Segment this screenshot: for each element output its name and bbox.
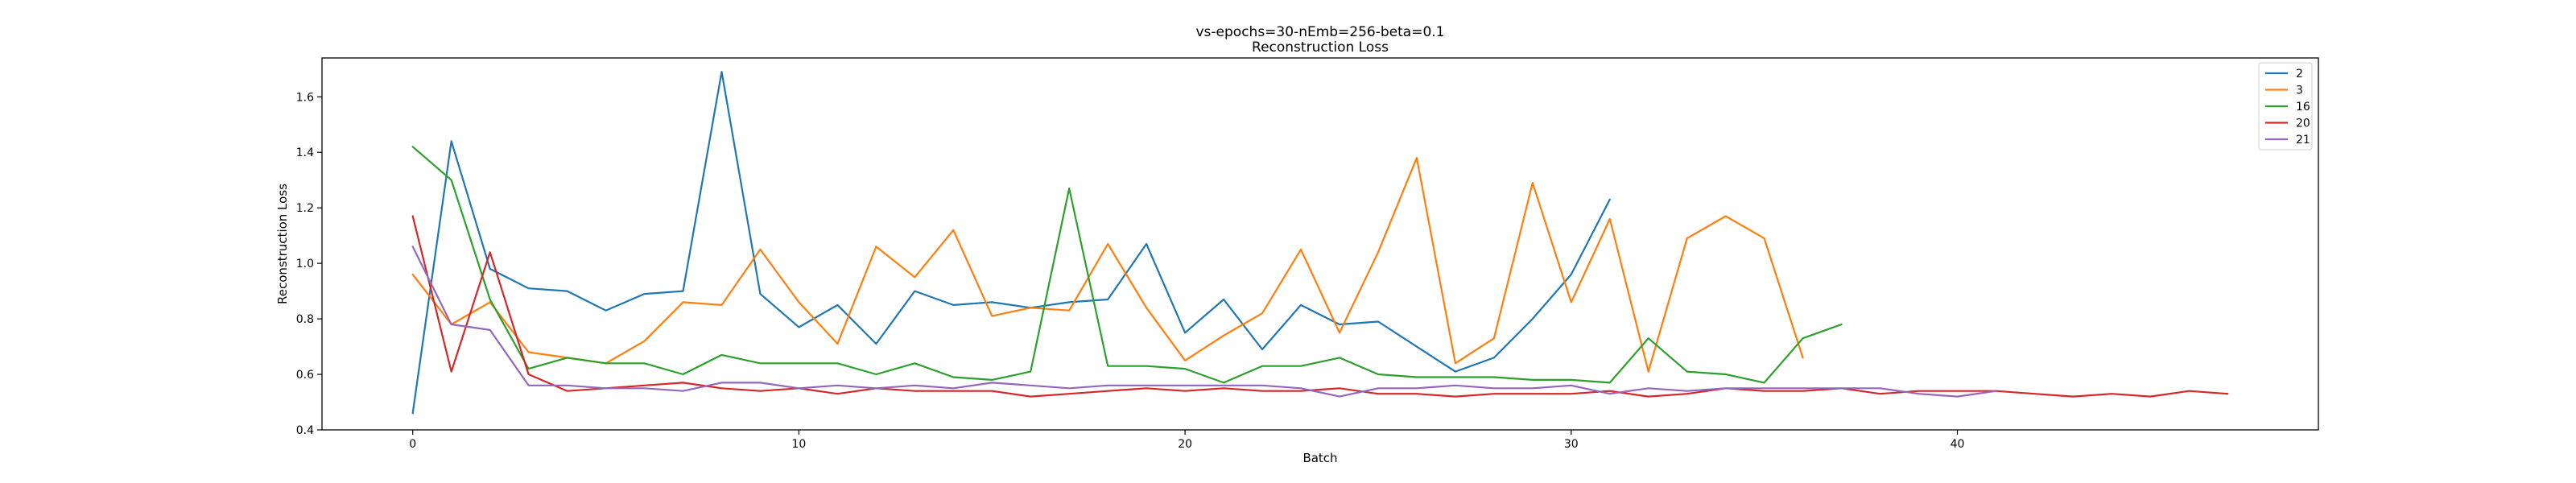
x-tick-label: 20 <box>1178 438 1192 451</box>
y-tick-label: 0.8 <box>296 313 314 326</box>
legend-label-16: 16 <box>2296 101 2310 114</box>
legend-label-21: 21 <box>2296 134 2310 147</box>
plot-area-frame <box>321 57 2319 431</box>
series-line-21 <box>411 246 1997 398</box>
series-layer <box>411 71 2229 415</box>
x-tick-label: 30 <box>1564 438 1579 451</box>
series-line-20 <box>411 215 2229 398</box>
y-tick-label: 1.0 <box>296 258 314 270</box>
legend: 2 3 16 20 21 <box>2258 62 2313 151</box>
y-axis-ticks: 0.4 0.6 0.8 1.0 1.2 1.4 1.6 <box>296 91 322 437</box>
x-axis-label: Batch <box>1302 451 1337 465</box>
y-tick-label: 1.4 <box>296 147 314 159</box>
series-line-2 <box>411 71 1611 415</box>
legend-label-20: 20 <box>2296 118 2310 130</box>
x-tick-label: 10 <box>792 438 807 451</box>
series-line-3 <box>411 157 1804 373</box>
y-tick-label: 1.2 <box>296 202 314 215</box>
legend-label-3: 3 <box>2296 85 2303 97</box>
chart-subtitle: Reconstruction Loss <box>1252 39 1389 56</box>
series-line-16 <box>411 146 1843 384</box>
y-tick-label: 0.4 <box>296 424 314 437</box>
chart-title: vs-epochs=30-nEmb=256-beta=0.1 <box>1196 24 1445 40</box>
y-axis-label: Reconstruction Loss <box>275 184 290 304</box>
y-tick-label: 0.6 <box>296 369 314 382</box>
x-axis-ticks: 0 10 20 30 40 <box>409 430 1964 451</box>
y-tick-label: 1.6 <box>296 91 314 104</box>
x-tick-label: 40 <box>1951 438 1965 451</box>
x-tick-label: 0 <box>409 438 416 451</box>
legend-label-2: 2 <box>2296 68 2303 80</box>
